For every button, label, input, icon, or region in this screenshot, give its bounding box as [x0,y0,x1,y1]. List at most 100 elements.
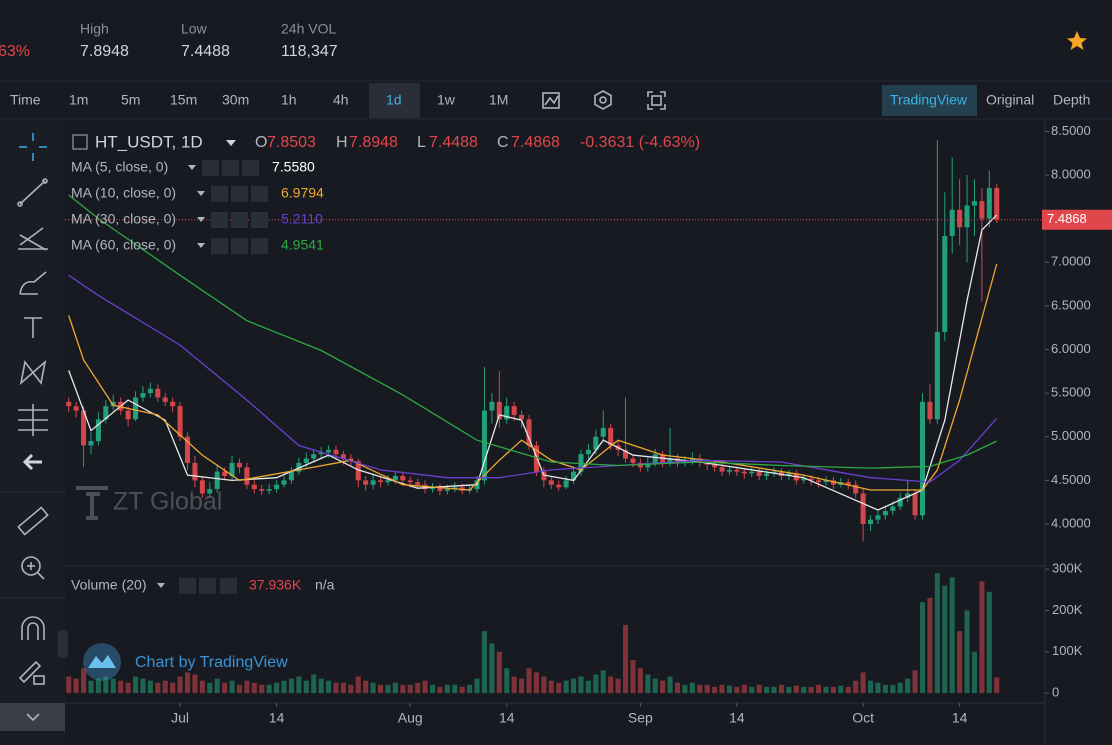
y-tick-label: 5.0000 [1051,428,1091,443]
interval[interactable]: 5m [121,92,140,108]
candle-body [674,458,681,463]
interval[interactable]: 1w [437,92,456,108]
brush-tool[interactable] [19,271,47,295]
stat-label: High [80,21,109,37]
ma-control[interactable] [251,238,268,254]
ma-control[interactable] [231,238,248,254]
text-tool[interactable] [24,317,42,338]
volume-bar [704,684,710,694]
crosshair-tool[interactable] [19,133,47,161]
volume-bar [95,678,101,694]
volume-bar [222,682,228,694]
view[interactable]: Depth [1053,92,1090,108]
ohlc-value: 7.4868 [511,134,560,151]
collapse-handle[interactable] [58,630,68,658]
pattern-tool[interactable] [19,359,47,386]
volume-value: 37.936K [249,577,302,593]
candle-body [519,414,525,420]
interval[interactable]: 4h [333,92,349,108]
x-tick-label: 14 [499,710,515,726]
volume-bar [689,682,695,694]
measure-tool[interactable] [18,404,48,436]
toolbar-icons [542,90,666,110]
volume-bar [236,684,242,694]
volume-bar [429,684,436,694]
zoom-tool[interactable] [21,556,45,580]
volume-bar [600,670,606,694]
candle-body [934,332,940,420]
candle-body [971,201,977,206]
volume-bar [244,680,250,694]
ma-control[interactable] [202,160,219,176]
volume-bar [118,680,124,694]
ma-control[interactable] [231,186,248,202]
ma-control[interactable] [211,238,228,254]
last-price-label: 7.4868 [1047,211,1087,226]
scroll-button[interactable] [0,703,65,731]
interval[interactable]: 15m [170,92,197,108]
candle-body [957,209,963,228]
candle-body [147,388,153,394]
volume-bar [355,676,361,694]
candle-body [749,471,755,474]
candle-body [897,497,903,507]
ma-control[interactable] [251,186,268,202]
candle-body [355,461,361,481]
candle-body [949,209,955,237]
candle-body [199,480,205,494]
ma-control[interactable] [242,160,259,176]
attribution[interactable]: Chart by TradingView [135,654,288,671]
plot: 8.5000 8.0000 7.0000 6.5000 6.0000 5.5000 5.00… [65,123,1112,726]
volume-bar [726,685,732,694]
volume-bar [437,686,443,694]
ruler-tool[interactable] [17,506,49,536]
view[interactable]: TradingView [890,92,968,108]
volume-bar [251,682,257,694]
ma-control[interactable] [211,212,228,228]
ohlc-key: H [336,134,348,151]
fib-tool[interactable] [18,227,48,251]
volume-bar [897,682,903,694]
line-tool[interactable] [17,178,48,207]
y-tick-label: 5.5000 [1051,385,1091,400]
x-tick-label: Sep [628,710,653,726]
ma-control[interactable] [231,212,248,228]
fullscreen-icon[interactable] [647,91,666,110]
volume-tick-label: 100K [1052,643,1083,658]
candle-body [370,480,376,485]
volume-bar [88,680,94,694]
ma-control[interactable] [251,212,268,228]
volume-bar [103,676,109,694]
hide-tools[interactable] [22,453,42,471]
lock-tool[interactable] [18,660,45,685]
candle-body [801,478,807,481]
ma-line [68,263,998,491]
candle-body [385,480,391,483]
candle-body [162,397,168,402]
interval[interactable]: 1M [489,92,508,108]
interval[interactable]: 1h [281,92,297,108]
volume-bar [749,686,755,694]
indicator-icon[interactable] [542,92,560,109]
ma-name: MA (10, close, 0) [71,185,176,201]
ma-control[interactable] [211,186,228,202]
candle-body [88,441,94,446]
candle-body [400,476,406,481]
volume-bar [674,682,681,694]
ma-control[interactable] [222,160,239,176]
volume-bar [890,684,896,694]
settings-icon[interactable] [594,90,612,110]
interval[interactable]: 1m [69,92,88,108]
interval[interactable]: Time [10,92,41,108]
volume-bar [608,676,614,694]
favorite-star[interactable] [1067,31,1087,50]
magnet-tool[interactable] [21,616,45,640]
volume-bar [192,674,198,694]
interval[interactable]: 30m [222,92,249,108]
y-tick-label: 7.0000 [1051,254,1091,269]
candle-body [630,458,636,463]
view[interactable]: Original [986,92,1034,108]
interval[interactable]: 1d [386,92,402,108]
